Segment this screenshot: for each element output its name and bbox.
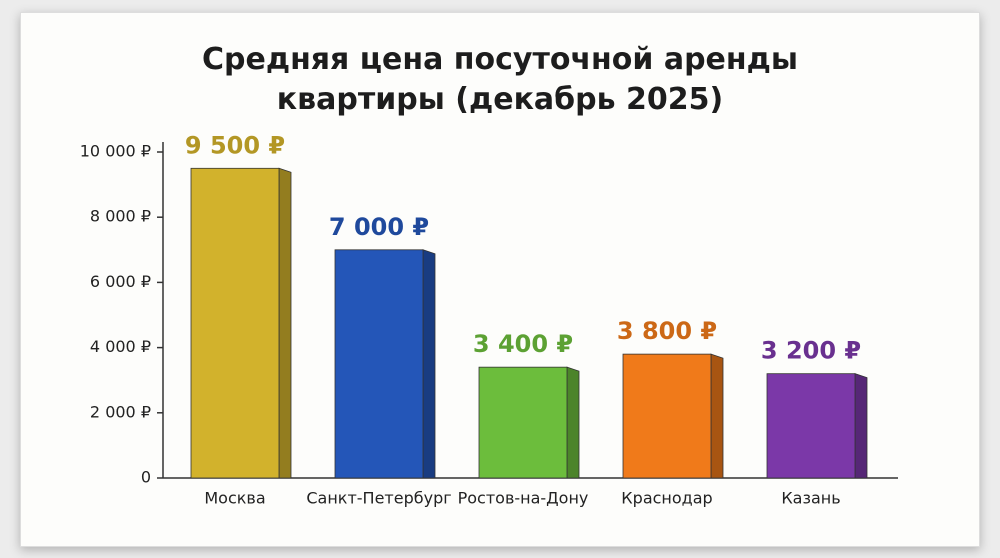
bar-side bbox=[710, 353, 724, 479]
value-label: 9 500 ₽ bbox=[185, 131, 285, 159]
bar-side bbox=[854, 373, 868, 479]
bar bbox=[190, 167, 280, 479]
y-tick-label: 0 bbox=[141, 468, 151, 487]
chart-title: Средняя цена посуточной аренды квартиры … bbox=[202, 42, 798, 117]
bar-side bbox=[422, 249, 436, 479]
value-label: 3 200 ₽ bbox=[761, 337, 861, 365]
value-label: 3 400 ₽ bbox=[473, 330, 573, 358]
x-tick-label: Казань bbox=[781, 489, 840, 508]
value-label: 7 000 ₽ bbox=[329, 213, 429, 241]
y-tick-label: 10 000 ₽ bbox=[80, 142, 151, 161]
y-tick-label: 8 000 ₽ bbox=[90, 207, 151, 226]
bar bbox=[478, 366, 568, 479]
bar bbox=[766, 373, 856, 479]
x-tick-label: Краснодар bbox=[621, 489, 712, 508]
bar bbox=[622, 353, 712, 479]
bar-side bbox=[278, 167, 292, 479]
y-tick-label: 4 000 ₽ bbox=[90, 337, 151, 356]
bar-side bbox=[566, 366, 580, 479]
x-tick-label: Ростов-на-Дону bbox=[458, 489, 589, 508]
bar bbox=[334, 249, 424, 479]
x-tick-label: Санкт-Петербург bbox=[306, 489, 451, 508]
x-tick-label: Москва bbox=[204, 489, 265, 508]
y-tick-label: 2 000 ₽ bbox=[90, 402, 151, 421]
value-label: 3 800 ₽ bbox=[617, 317, 717, 345]
y-tick-label: 6 000 ₽ bbox=[90, 272, 151, 291]
